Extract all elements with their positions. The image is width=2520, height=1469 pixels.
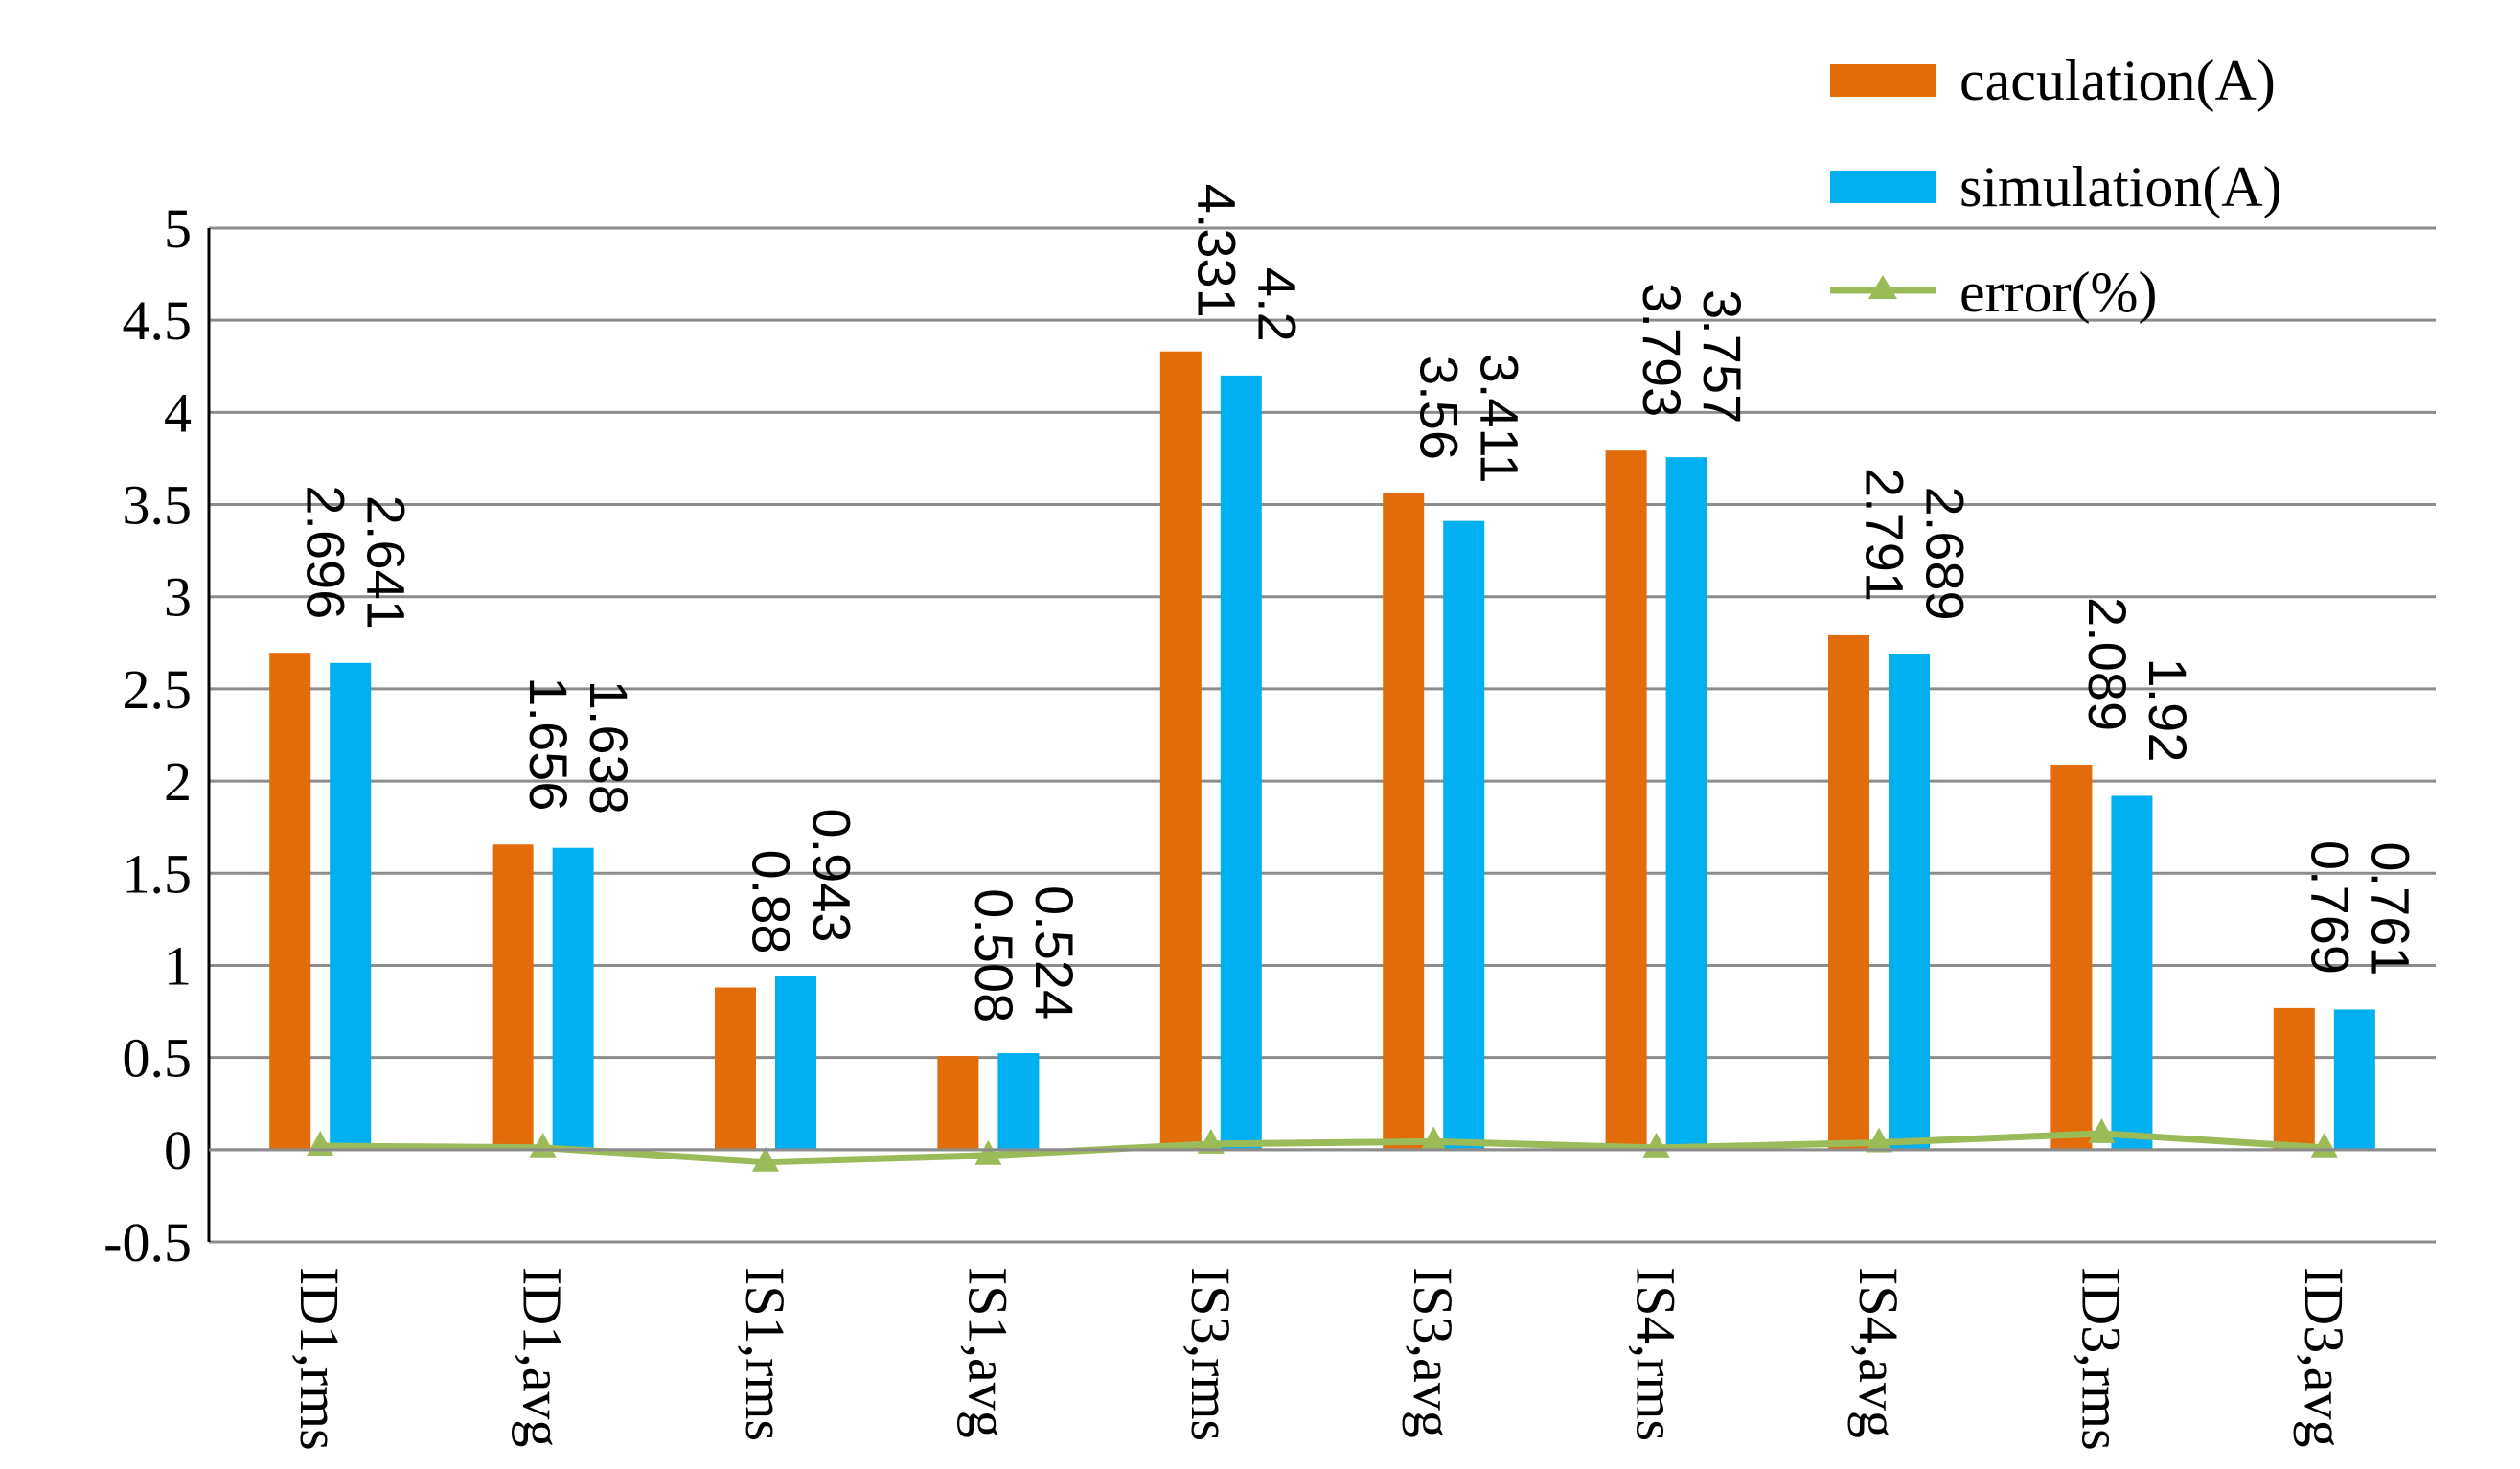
bar-simulation	[330, 662, 372, 1150]
data-label-simulation: 2.641	[356, 495, 417, 630]
data-label-simulation: 0.524	[1024, 885, 1085, 1020]
y-tick-label: 1.5	[123, 842, 193, 905]
error-point	[1866, 1127, 1892, 1153]
data-label-caculation: 0.769	[2300, 840, 2360, 975]
bar-caculation	[269, 653, 311, 1150]
bar-simulation	[2111, 795, 2153, 1150]
bar-caculation	[1605, 450, 1647, 1150]
bar-simulation	[1889, 654, 1930, 1150]
x-category-label: IS1,rms	[734, 1267, 796, 1441]
x-category-label: IS3,rms	[1180, 1267, 1242, 1441]
y-tick-label: 1	[164, 934, 192, 997]
y-tick-label: 3.5	[123, 474, 193, 537]
data-label-caculation: 0.88	[742, 850, 802, 954]
bar-simulation	[552, 847, 594, 1150]
bars	[269, 351, 2375, 1150]
bar-simulation	[997, 1053, 1040, 1150]
error-point	[1197, 1128, 1225, 1154]
data-label-simulation: 0.943	[802, 808, 862, 942]
bar-caculation	[492, 844, 534, 1150]
legend-label-simulation: simulation(A)	[1959, 155, 2282, 218]
error-series-line	[320, 1130, 2325, 1166]
x-category-label: ID1,rms	[288, 1267, 351, 1451]
x-category-label: ID3,rms	[2070, 1267, 2132, 1451]
bar-simulation	[2333, 1009, 2375, 1150]
y-tick-label: 2.5	[123, 658, 193, 721]
bar-caculation	[2273, 1007, 2315, 1150]
y-tick-label: 4	[164, 381, 192, 444]
data-label-simulation: 3.757	[1692, 289, 1753, 424]
data-label-simulation: 2.689	[1915, 487, 1976, 621]
data-label-simulation: 3.411	[1470, 354, 1530, 484]
bar-caculation	[1828, 634, 1869, 1150]
error-point	[974, 1139, 1002, 1165]
data-label-simulation: 1.638	[579, 680, 639, 815]
data-label-caculation: 3.56	[1409, 356, 1470, 460]
x-category-label: IS3,avg	[1402, 1267, 1464, 1438]
data-label-caculation: 1.656	[518, 677, 579, 811]
legend-label-error: error(%)	[1959, 261, 2158, 324]
y-tick-label: 5	[164, 197, 192, 260]
legend: caculation(A) simulation(A) error(%)	[1830, 49, 2282, 324]
legend-label-caculation: caculation(A)	[1959, 49, 2276, 112]
data-label-simulation: 0.761	[2360, 841, 2420, 976]
legend-swatch-caculation	[1830, 64, 1936, 97]
y-tick-label: 0	[164, 1119, 192, 1182]
x-category-label: ID1,avg	[512, 1267, 574, 1447]
bar-simulation	[775, 976, 816, 1150]
legend-marker-error	[1868, 275, 1897, 299]
error-point	[752, 1146, 779, 1172]
bar-caculation	[2050, 764, 2093, 1150]
x-category-label: ID3,avg	[2293, 1267, 2355, 1447]
data-label-simulation: 1.92	[2138, 657, 2198, 762]
data-label-caculation: 2.089	[2077, 597, 2138, 731]
x-axis-categories: ID1,rms ID1,avg IS1,rms IS1,avg IS3,rms IS3,a…	[288, 1267, 2355, 1451]
data-label-simulation: 4.2	[1247, 267, 1307, 342]
error-point	[1642, 1132, 1670, 1158]
y-tick-label: 4.5	[123, 289, 193, 352]
bar-simulation	[1443, 520, 1485, 1150]
bar-caculation	[937, 1056, 979, 1150]
legend-swatch-simulation	[1830, 171, 1936, 203]
data-label-caculation: 2.696	[296, 485, 356, 619]
x-category-label: IS4,rms	[1625, 1267, 1687, 1441]
data-label-caculation: 2.791	[1855, 468, 1915, 602]
x-category-label: IS1,avg	[956, 1267, 1019, 1438]
axes	[207, 228, 2436, 1242]
y-tick-label: 0.5	[123, 1027, 193, 1090]
bar-caculation	[715, 987, 756, 1150]
data-label-caculation: 3.793	[1632, 283, 1692, 417]
bar-simulation	[1220, 375, 1262, 1150]
error-line	[307, 1117, 2338, 1172]
data-label-caculation: 4.331	[1186, 184, 1247, 318]
y-tick-label: -0.5	[103, 1211, 192, 1274]
error-point	[2088, 1117, 2116, 1143]
bar-caculation	[1383, 493, 1425, 1150]
x-category-label: IS4,avg	[1847, 1267, 1910, 1438]
error-point	[1420, 1126, 1448, 1152]
y-tick-label: 2	[164, 750, 192, 813]
bar-simulation	[1665, 457, 1707, 1150]
y-tick-label: 3	[164, 566, 192, 629]
data-label-caculation: 0.508	[964, 888, 1024, 1022]
y-axis-ticks: 5 4.5 4 3.5 3 2.5 2 1.5 1 0.5 0 -0.5	[103, 197, 192, 1274]
bar-caculation	[1159, 351, 1202, 1150]
